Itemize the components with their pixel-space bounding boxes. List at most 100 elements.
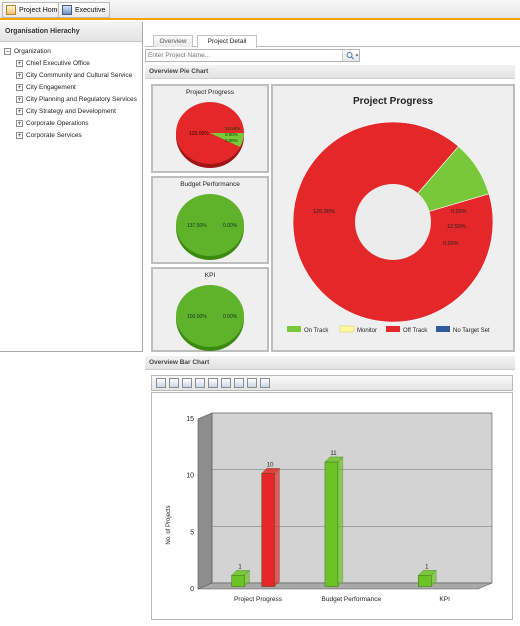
legend-swatch bbox=[339, 325, 355, 333]
expand-icon[interactable]: + bbox=[16, 119, 23, 127]
mini-pie-project-progress: 125.00% 12.50% 0.00% 0.00% bbox=[176, 102, 244, 168]
bar-chart-svg: No. of Projects 0 5 10 15 1 10 Project Progres… bbox=[166, 412, 493, 603]
chart-type-icon[interactable] bbox=[156, 378, 166, 388]
tree-item[interactable]: + City Engagement bbox=[0, 81, 142, 93]
tab-project-detail[interactable]: Project Detail bbox=[197, 35, 257, 48]
expand-icon[interactable]: + bbox=[16, 131, 23, 139]
bar-value-label: 10 bbox=[267, 462, 274, 468]
bar-value-label: 1 bbox=[238, 564, 242, 570]
donut-hole bbox=[355, 184, 431, 260]
plot-side-wall bbox=[197, 412, 213, 590]
tree-item-label: Corporate Services bbox=[26, 131, 82, 139]
bar[interactable] bbox=[418, 575, 432, 587]
legend-label: Off Track bbox=[403, 328, 428, 334]
slice-label: 0.00% bbox=[225, 138, 238, 143]
bar-value-label: 1 bbox=[425, 564, 429, 570]
tab-executive-label: Executive bbox=[75, 6, 106, 14]
tab-project-home-label: Project Home bbox=[19, 6, 62, 14]
expand-icon[interactable]: + bbox=[16, 95, 23, 103]
bar-top bbox=[417, 570, 437, 576]
slice-label: 125.00% bbox=[189, 131, 209, 137]
legend-label: Monitor bbox=[357, 328, 377, 334]
executive-icon bbox=[62, 5, 72, 15]
mini-chart-title: KPI bbox=[204, 272, 216, 279]
top-tab-bar: Project Home Executive bbox=[0, 0, 520, 20]
bar-top bbox=[261, 468, 280, 474]
organisation-tree: − Organization + Chief Executive Office +… bbox=[0, 42, 142, 141]
y-tick-label: 15 bbox=[186, 416, 194, 423]
tree-item-organization[interactable]: − Organization bbox=[0, 45, 142, 57]
slice-label: 0.00% bbox=[223, 314, 238, 320]
expand-icon[interactable]: + bbox=[16, 59, 23, 67]
search-icon bbox=[346, 52, 359, 60]
mini-chart-budget-performance[interactable]: Budget Performance 137.50% 0.00% bbox=[151, 176, 269, 264]
search-dropdown-button[interactable] bbox=[342, 50, 359, 61]
mini-pie-budget-performance: 137.50% 0.00% bbox=[176, 194, 244, 260]
overview-bar-chart: No. of Projects 0 5 10 15 1 10 Project Progres… bbox=[151, 392, 513, 620]
panel-title: Organisation Hierachy bbox=[0, 22, 142, 42]
mini-chart-title: Budget Performance bbox=[180, 181, 240, 188]
mini-chart-project-progress[interactable]: Project Progress 125.00% 12.50% 0.00% 0.… bbox=[151, 84, 269, 173]
x-tick-label: Project Progress bbox=[234, 596, 283, 603]
x-tick-label: KPI bbox=[439, 596, 450, 603]
y-tick-label: 0 bbox=[190, 586, 194, 593]
legend-label: No Target Set bbox=[453, 328, 490, 334]
collapse-icon[interactable]: − bbox=[4, 47, 11, 55]
expand-icon[interactable]: + bbox=[16, 83, 23, 91]
tree-item-label: Organization bbox=[14, 47, 51, 55]
project-search bbox=[145, 49, 360, 62]
bar-top bbox=[324, 456, 344, 463]
project-progress-chart: Project Progress 125.00% 0.00% 12.50% 0.… bbox=[271, 84, 515, 352]
tree-item[interactable]: + Chief Executive Office bbox=[0, 57, 142, 69]
y-axis-label: No. of Projects bbox=[166, 505, 172, 544]
bar-side bbox=[337, 456, 344, 587]
print-icon[interactable] bbox=[182, 378, 192, 388]
bar[interactable] bbox=[261, 473, 275, 587]
series-icon[interactable] bbox=[208, 378, 218, 388]
tree-item[interactable]: + City Community and Cultural Service bbox=[0, 69, 142, 81]
bar[interactable] bbox=[324, 461, 339, 587]
tree-item[interactable]: + Corporate Services bbox=[0, 129, 142, 141]
bar-value-label: 11 bbox=[330, 451, 337, 457]
slice-label: 0.00% bbox=[451, 209, 467, 215]
slice-label: 12.50% bbox=[447, 224, 466, 230]
copy-icon[interactable] bbox=[169, 378, 179, 388]
tab-overview[interactable]: Overview bbox=[153, 35, 193, 47]
toggle-3d-icon[interactable] bbox=[247, 378, 257, 388]
project-search-input[interactable] bbox=[146, 50, 341, 61]
palette-icon[interactable] bbox=[195, 378, 205, 388]
bar-top bbox=[231, 570, 250, 576]
y-tick-label: 5 bbox=[190, 529, 194, 536]
tab-project-home[interactable]: Project Home bbox=[2, 2, 67, 18]
slice-label: 100.00% bbox=[187, 314, 207, 320]
slice-label: 137.50% bbox=[187, 223, 207, 229]
tree-item[interactable]: + Corporate Operations bbox=[0, 117, 142, 129]
x-tick-label: Budget Performance bbox=[322, 596, 382, 603]
bar-side bbox=[274, 467, 280, 587]
legend-swatch bbox=[436, 326, 450, 332]
slice-label: 0.00% bbox=[443, 241, 459, 247]
pie-section-title: Overview Pie Chart bbox=[145, 65, 515, 79]
expand-icon[interactable]: + bbox=[16, 71, 23, 79]
bar[interactable] bbox=[231, 575, 245, 587]
y-tick-label: 10 bbox=[186, 473, 194, 480]
properties-icon[interactable] bbox=[260, 378, 270, 388]
mini-pie-kpi: 100.00% 0.00% bbox=[176, 285, 244, 351]
legend-icon[interactable] bbox=[221, 378, 231, 388]
organisation-panel: Organisation Hierachy − Organization + Ch… bbox=[0, 22, 143, 352]
mini-chart-kpi[interactable]: KPI 100.00% 0.00% bbox=[151, 267, 269, 352]
slice-label: 12.50% bbox=[225, 126, 240, 131]
tree-item-label: City Strategy and Development bbox=[26, 107, 116, 115]
grid-icon[interactable] bbox=[234, 378, 244, 388]
donut-chart: Project Progress 125.00% 0.00% 12.50% 0.… bbox=[287, 96, 494, 334]
expand-icon[interactable]: + bbox=[16, 107, 23, 115]
slice-label: 0.00% bbox=[223, 223, 238, 229]
tree-item-label: Chief Executive Office bbox=[26, 59, 90, 67]
bar-section-title: Overview Bar Chart bbox=[145, 356, 515, 370]
tree-item[interactable]: + City Planning and Regulatory Services bbox=[0, 93, 142, 105]
tree-item[interactable]: + City Strategy and Development bbox=[0, 105, 142, 117]
legend-swatch bbox=[386, 326, 400, 332]
project-home-icon bbox=[6, 5, 16, 15]
tab-executive[interactable]: Executive bbox=[58, 2, 111, 18]
plot-back-wall bbox=[211, 412, 493, 584]
